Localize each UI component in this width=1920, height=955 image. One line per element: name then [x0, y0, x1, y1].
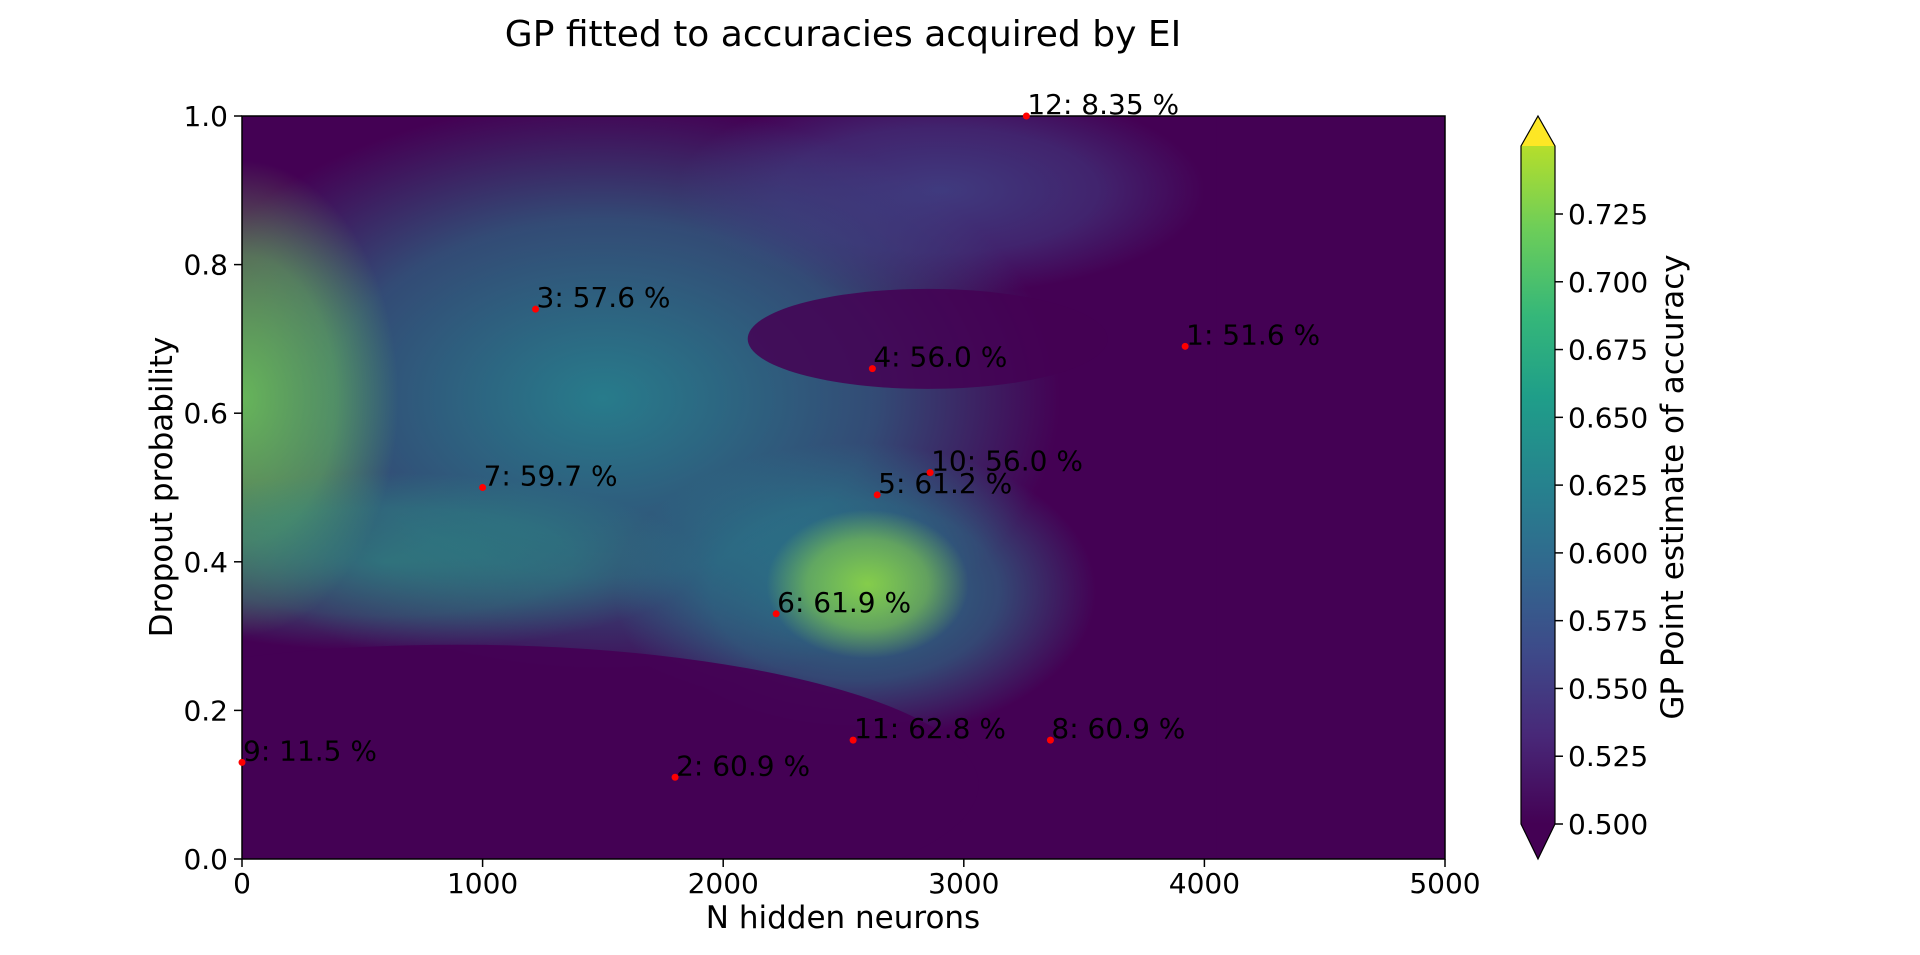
y-axis: 0.0 0.2 0.4 0.6 0.8 1.0 — [183, 100, 242, 876]
data-point-label: 10: 56.0 % — [931, 445, 1083, 478]
colorbar-tick-label: 0.525 — [1568, 740, 1648, 773]
colorbar-ticks: 0.500 0.525 0.550 0.575 0.600 0.625 0.650 0.675… — [1555, 198, 1648, 841]
y-axis-label: Dropout probability — [144, 337, 180, 638]
chart-title: GP fitted to accuracies acquired by EI — [505, 14, 1181, 55]
heatmap-area — [241, 115, 1446, 860]
colorbar: 0.500 0.525 0.550 0.575 0.600 0.625 0.650 0.675… — [1520, 114, 1691, 861]
x-tick-label: 2000 — [688, 867, 759, 900]
colorbar-tick-label: 0.500 — [1568, 808, 1648, 841]
colorbar-tick-label: 0.625 — [1568, 469, 1648, 502]
data-point-label: 6: 61.9 % — [777, 586, 911, 619]
data-point-marker — [1181, 342, 1189, 350]
colorbar-tick-label: 0.700 — [1568, 266, 1648, 299]
x-tick-label: 0 — [233, 867, 251, 900]
data-point-label: 8: 60.9 % — [1051, 712, 1185, 745]
heatmap-region — [242, 472, 700, 651]
data-point-label: 9: 11.5 % — [243, 734, 377, 767]
y-tick-label: 0.2 — [183, 694, 228, 727]
y-tick-label: 1.0 — [183, 100, 228, 133]
colorbar-outline — [1520, 114, 1556, 861]
data-point-marker — [1022, 112, 1030, 120]
heatmap-region — [675, 116, 1205, 295]
colorbar-tick-label: 0.550 — [1568, 672, 1648, 705]
colorbar-tick-label: 0.575 — [1568, 605, 1648, 638]
x-axis-label: N hidden neurons — [706, 900, 980, 936]
data-point-marker — [926, 469, 934, 477]
data-point-marker — [479, 484, 487, 491]
data-point-marker — [1046, 736, 1054, 744]
heatmap-region — [747, 288, 1108, 389]
data-point-label: 5: 61.2 % — [878, 467, 1012, 500]
y-tick-label: 0.4 — [183, 546, 228, 579]
colorbar-extend-min — [1521, 824, 1555, 859]
x-tick-label: 5000 — [1409, 867, 1480, 900]
plot-frame — [241, 115, 1446, 860]
data-point-label: 7: 59.7 % — [484, 460, 618, 493]
data-point-marker — [873, 491, 881, 499]
colorbar-tick-label: 0.650 — [1568, 401, 1648, 434]
colorbar-gradient — [1521, 146, 1555, 824]
y-tick-label: 0.6 — [183, 397, 228, 430]
x-tick-label: 3000 — [928, 867, 999, 900]
data-point-marker — [238, 758, 246, 766]
x-axis: 0 1000 2000 3000 4000 5000 — [233, 859, 1481, 900]
data-point-label: 1: 51.6 % — [1186, 318, 1320, 351]
heatmap-surface — [242, 116, 1445, 859]
heatmap-region — [766, 509, 969, 659]
data-points: 1: 51.6 % 2: 60.9 % 3: 57.6 % 4: 56.0 % 5: 6… — [238, 88, 1320, 782]
data-point-marker — [772, 610, 780, 618]
data-point-label: 12: 8.35 % — [1027, 88, 1179, 121]
data-point-marker — [671, 773, 679, 781]
data-point-marker — [868, 365, 876, 373]
heatmap-region — [1216, 116, 1445, 859]
colorbar-tick-label: 0.675 — [1568, 334, 1648, 367]
x-tick-label: 1000 — [447, 867, 518, 900]
y-tick-label: 0.8 — [183, 249, 228, 282]
data-point-label: 4: 56.0 % — [873, 341, 1007, 374]
colorbar-tick-label: 0.600 — [1568, 537, 1648, 570]
x-tick-label: 4000 — [1169, 867, 1240, 900]
data-point-marker — [849, 736, 857, 744]
heatmap-region — [242, 644, 979, 859]
y-tick-label: 0.0 — [183, 843, 228, 876]
data-point-marker — [532, 305, 540, 313]
data-point-label: 11: 62.8 % — [854, 712, 1006, 745]
data-point-label: 2: 60.9 % — [676, 749, 810, 782]
colorbar-extend-max — [1521, 116, 1555, 146]
data-point-label: 3: 57.6 % — [537, 281, 671, 314]
colorbar-tick-label: 0.725 — [1568, 198, 1648, 231]
colorbar-label: GP Point estimate of accuracy — [1655, 254, 1691, 719]
